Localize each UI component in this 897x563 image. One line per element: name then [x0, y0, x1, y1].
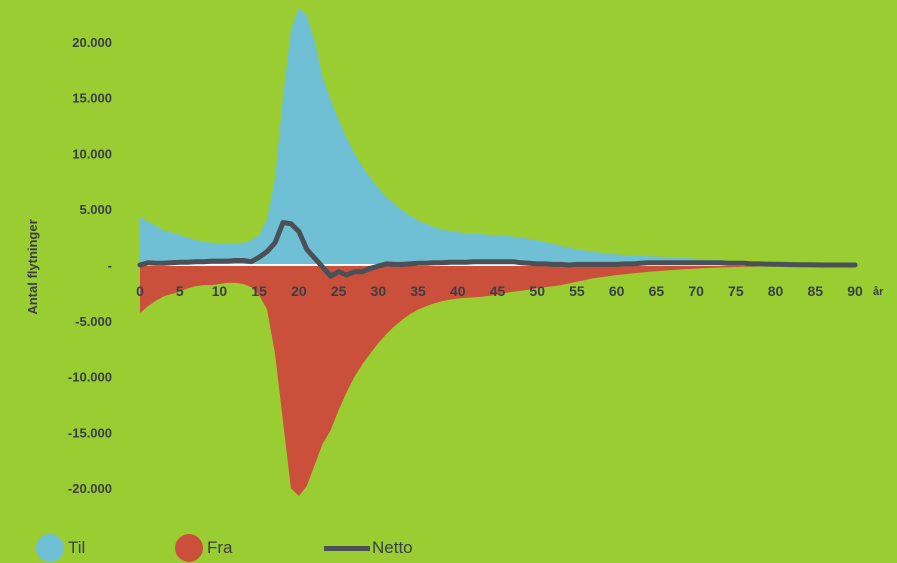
y-axis-ticks: 20.000 15.000 10.000 5.000 - -5.000 -10.000 -15… [68, 35, 112, 496]
x-tick-label: 25 [331, 283, 347, 299]
y-tick-label: 20.000 [72, 35, 112, 50]
legend-label-netto: Netto [372, 538, 413, 557]
fra-swatch-icon [175, 534, 203, 562]
y-tick-label: -20.000 [68, 481, 112, 496]
y-tick-label: -15.000 [68, 425, 112, 440]
x-tick-label: 5 [176, 283, 184, 299]
y-tick-label: 15.000 [72, 91, 112, 106]
x-tick-label: 60 [609, 283, 625, 299]
x-tick-label: 70 [688, 283, 704, 299]
x-tick-label: 35 [410, 283, 426, 299]
legend-item-netto: Netto [324, 536, 413, 560]
x-tick-label: 45 [490, 283, 506, 299]
y-axis-label: Antal flytninger [25, 219, 40, 314]
x-tick-label: 90 [847, 283, 863, 299]
x-tick-label: 55 [569, 283, 585, 299]
x-tick-label: 0 [136, 283, 144, 299]
legend-item-til: Til [36, 534, 86, 562]
x-tick-label: 15 [251, 283, 267, 299]
x-tick-label: 80 [768, 283, 784, 299]
x-tick-label: 50 [529, 283, 545, 299]
y-tick-label: -5.000 [75, 314, 112, 329]
area-fra [140, 265, 855, 496]
line-netto [137, 220, 858, 279]
y-tick-label: -10.000 [68, 370, 112, 385]
x-tick-label: 75 [728, 283, 744, 299]
area-til [140, 8, 855, 266]
series-areas [140, 8, 855, 496]
x-axis-unit: år [873, 286, 884, 298]
series-lines [137, 220, 858, 279]
y-tick-label: 5.000 [79, 202, 112, 217]
til-swatch-icon [36, 534, 64, 562]
y-tick-label: - [108, 258, 112, 273]
x-tick-label: 20 [291, 283, 307, 299]
x-tick-label: 40 [450, 283, 466, 299]
legend-label-til: Til [68, 538, 86, 557]
legend-label-fra: Fra [207, 538, 233, 557]
x-tick-label: 10 [212, 283, 228, 299]
y-tick-label: 10.000 [72, 146, 112, 161]
x-axis-ticks: 0 5 10 15 20 25 30 35 40 45 50 55 60 65 70 75 80 85 90 [136, 283, 863, 299]
x-tick-label: 30 [371, 283, 387, 299]
x-tick-label: 85 [807, 283, 823, 299]
legend-item-fra: Fra [175, 534, 233, 562]
netto-swatch-icon [324, 545, 370, 551]
x-tick-label: 65 [649, 283, 665, 299]
